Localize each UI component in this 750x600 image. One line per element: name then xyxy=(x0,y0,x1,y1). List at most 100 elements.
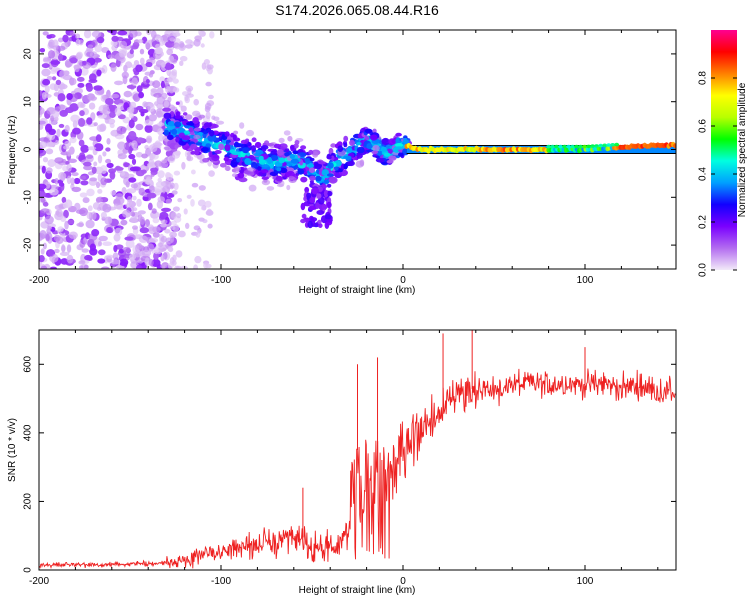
spectrogram-cell xyxy=(203,130,208,135)
spectrogram-cell xyxy=(315,175,322,182)
spectrogram-cell xyxy=(84,49,93,58)
spectrogram-cell xyxy=(80,66,89,76)
spectrogram-cell xyxy=(178,100,183,108)
spectrogram-cell xyxy=(375,158,385,163)
spectrogram-cell xyxy=(64,124,70,133)
spectrogram-cell xyxy=(312,151,319,158)
spectrogram-cell xyxy=(165,198,172,204)
spectrogram-cell xyxy=(229,149,236,154)
spectrogram-cell xyxy=(60,216,67,222)
spectrogram-cell xyxy=(270,154,279,161)
spectrogram-cell xyxy=(100,211,107,219)
spectrogram-cell xyxy=(356,142,362,146)
spectrogram-cell xyxy=(42,242,47,250)
spectrogram-cell xyxy=(343,142,348,148)
spectrogram-cell xyxy=(67,219,75,225)
spectrogram-cell xyxy=(148,237,159,243)
spectrogram-cell xyxy=(180,265,188,269)
spectrogram-cell xyxy=(78,117,86,127)
spectrogram-cell xyxy=(150,172,155,177)
spectrogram-frame xyxy=(38,29,677,270)
spectrogram-cell xyxy=(119,258,129,267)
spectrogram-cell xyxy=(266,143,275,147)
spectrogram-cell xyxy=(68,231,78,239)
spectrogram-cell xyxy=(243,170,250,175)
spectrogram-cell xyxy=(54,204,64,211)
spectrogram-cell xyxy=(160,223,167,228)
spectrogram-cell xyxy=(194,149,200,156)
spectrogram-cell xyxy=(123,162,130,168)
spectrogram-x-tick-label: -100 xyxy=(211,275,231,286)
spectrogram-cell xyxy=(191,182,199,188)
spectrogram-cell xyxy=(203,122,212,128)
spectrogram-cell xyxy=(213,116,220,122)
spectrogram-cell xyxy=(129,30,138,38)
spectrogram-cell xyxy=(283,130,291,136)
spectrogram-cell xyxy=(207,134,217,142)
spectrogram-cell xyxy=(155,212,160,218)
spectrogram-cell xyxy=(135,123,144,131)
spectrogram-cell xyxy=(182,112,188,116)
spectrogram-cell xyxy=(96,124,105,132)
spectrogram-cell xyxy=(186,154,192,161)
spectrogram-cell xyxy=(198,30,203,36)
spectrogram-cell xyxy=(39,255,45,263)
spectrogram-cell xyxy=(276,149,284,156)
spectrogram-cell xyxy=(183,208,188,215)
spectrogram-cell xyxy=(111,44,118,52)
spectrogram-cell xyxy=(381,137,390,146)
spectrogram-cell xyxy=(203,262,209,269)
spectrogram-cell xyxy=(288,175,295,180)
spectrogram-cell xyxy=(316,193,322,199)
spectrogram-cell xyxy=(205,143,212,149)
spectrogram-cell xyxy=(78,139,85,147)
spectrogram-cell xyxy=(136,198,142,207)
snr-y-tick-label: 0 xyxy=(23,567,34,573)
spectrogram-cell xyxy=(58,182,65,187)
spectrogram-cell xyxy=(58,123,65,128)
spectrogram-cell xyxy=(122,246,131,253)
spectrogram-cell xyxy=(91,30,102,38)
spectrogram-cell xyxy=(174,114,182,119)
spectrogram-cell xyxy=(105,98,114,105)
spectrogram-cell xyxy=(293,143,299,149)
spectrogram-cell xyxy=(403,137,408,145)
spectrogram-cell xyxy=(150,88,158,93)
spectrogram-cell xyxy=(321,204,328,210)
spectrogram-cell xyxy=(96,36,105,44)
spectrogram-cell xyxy=(86,188,95,197)
spectrogram-cell xyxy=(128,153,136,160)
spectrogram-cell xyxy=(163,99,170,108)
spectrogram-cell xyxy=(195,231,201,238)
spectrogram-cell xyxy=(50,69,57,74)
spectrogram-cell xyxy=(301,213,307,219)
spectrogram-cell xyxy=(308,167,316,173)
spectrogram-cell xyxy=(66,244,72,253)
spectrogram-cell xyxy=(93,161,98,167)
spectrogram-y-tick-label: 20 xyxy=(23,48,34,60)
spectrogram-cell xyxy=(94,44,103,53)
spectrogram-cell xyxy=(380,146,387,152)
spectrogram-cell xyxy=(251,137,257,142)
spectrogram-cell xyxy=(181,161,186,170)
spectrogram-cell xyxy=(395,143,404,148)
spectrogram-cell xyxy=(100,177,108,186)
spectrogram-cell xyxy=(52,45,60,50)
spectrogram-cell xyxy=(117,141,126,150)
spectrogram-cell xyxy=(209,129,215,137)
snr-panel: -200 -100 0 100 0 200 400 600 Height of straigh… xyxy=(7,329,677,596)
spectrogram-cell xyxy=(47,225,52,230)
spectrogram-y-tick-label: -20 xyxy=(23,237,34,252)
spectrogram-cell xyxy=(50,60,61,65)
spectrogram-cell xyxy=(146,192,157,199)
spectrogram-cell xyxy=(394,146,404,150)
spectrogram-cell xyxy=(45,233,50,242)
spectrogram-cell xyxy=(114,107,122,116)
spectrogram-cell xyxy=(70,177,75,186)
spectrogram-cell xyxy=(125,239,135,249)
spectrogram-cell xyxy=(85,154,94,163)
spectrogram-cell xyxy=(131,207,138,212)
spectrogram-cell xyxy=(273,149,278,154)
spectrogram-cell xyxy=(562,144,567,149)
spectrogram-cell xyxy=(138,91,145,99)
